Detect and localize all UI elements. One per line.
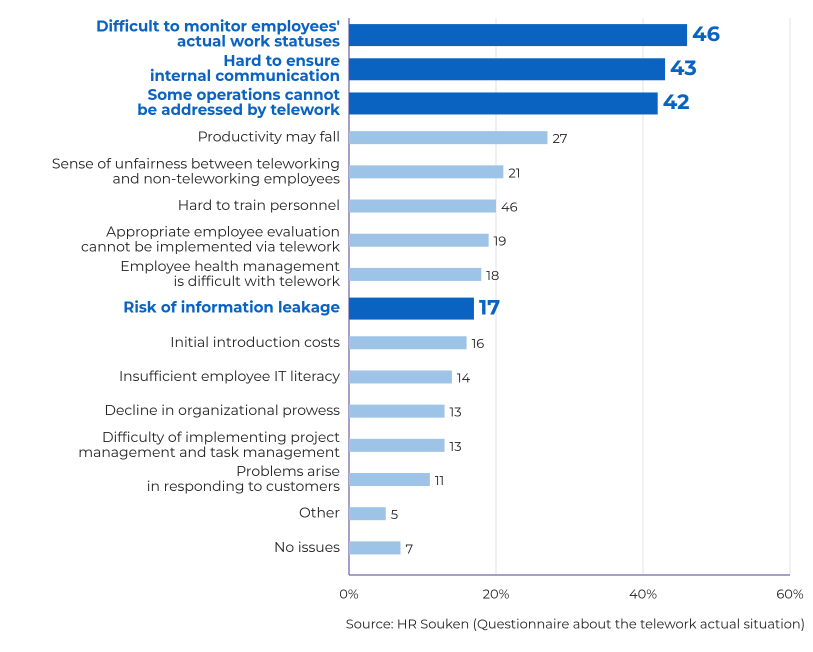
bar (349, 541, 401, 555)
value-label: 21 (508, 165, 520, 181)
category-label: Other (299, 503, 340, 521)
bar (349, 58, 666, 81)
category-label: Problems arise in responding to customers (147, 462, 340, 495)
x-tick-label: 20% (483, 586, 510, 602)
category-label: No issues (274, 538, 340, 556)
value-label: 5 (391, 507, 398, 523)
bar (349, 336, 467, 350)
category-label: Decline in organizational prowess (104, 401, 340, 419)
bar (349, 92, 658, 115)
category-label: Appropriate employee evaluation cannot be… (81, 222, 341, 255)
value-label: 14 (457, 370, 471, 386)
category-label: Initial introduction costs (170, 332, 340, 350)
value-label: 7 (405, 541, 413, 557)
value-label: 16 (472, 336, 485, 352)
bar (349, 165, 504, 179)
x-tick-label: 40% (629, 586, 657, 602)
value-label: 46 (501, 199, 518, 215)
value-label: 11 (435, 473, 444, 489)
category-label: Sense of unfairness between teleworking a… (52, 154, 340, 187)
bar (349, 297, 474, 320)
category-label: Employee health management is difficult w… (120, 257, 340, 290)
bar (349, 507, 386, 521)
category-label: Some operations cannot be addressed by te… (137, 85, 340, 119)
category-label: Hard to ensure internal communication (150, 51, 340, 85)
value-label: 19 (494, 234, 507, 250)
value-label: 13 (450, 439, 462, 455)
source: Source: HR Souken (Questionnaire about t… (346, 616, 805, 632)
category-label: Insufficient employee IT literacy (119, 367, 340, 385)
value-label: 13 (450, 405, 462, 421)
x-tick-label: 0% (339, 586, 359, 602)
bar (349, 267, 482, 281)
bar (349, 24, 688, 47)
bar (349, 473, 430, 487)
value-label: 17 (479, 295, 500, 320)
value-label: 18 (486, 268, 499, 284)
value-label: 42 (663, 90, 690, 115)
category-label: Productivity may fall (198, 127, 340, 145)
bar (349, 404, 445, 418)
category-label: Difficult to monitor employees' actual wo… (96, 17, 340, 51)
category-label: Risk of information leakage (123, 298, 340, 317)
category-label: Hard to train personnel (178, 196, 340, 214)
bar (349, 199, 496, 213)
x-tick-label: 60% (776, 586, 804, 602)
value-label: 46 (692, 22, 720, 47)
value-label: 27 (552, 131, 567, 147)
bar (349, 438, 445, 452)
bar (349, 233, 489, 247)
value-label: 43 (670, 56, 697, 81)
category-label: Difficulty of implementing project manage… (78, 428, 340, 461)
bar (349, 131, 548, 145)
bar (349, 370, 452, 384)
